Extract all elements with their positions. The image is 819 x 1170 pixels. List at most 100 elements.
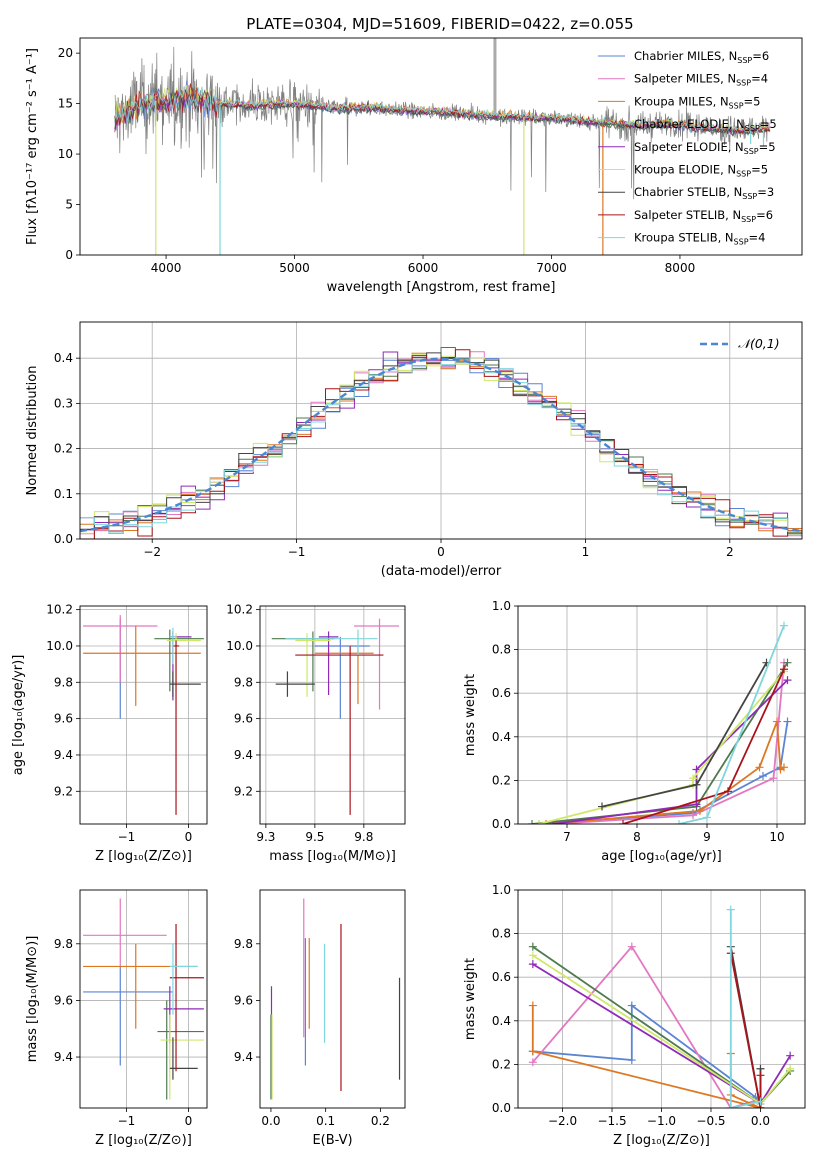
weight-marker <box>783 658 792 667</box>
tick-label-y: 9.4 <box>54 748 73 762</box>
tick-label-y: 0 <box>65 248 73 262</box>
tick-label-y: 20 <box>58 46 73 60</box>
weight-marker <box>783 717 792 726</box>
legend-entry: Salpeter MILES, NSSP=4 <box>634 72 768 88</box>
tick-label-x: 1 <box>582 545 590 559</box>
tick-label-y: 1.0 <box>492 883 511 897</box>
tick-label-x: 4000 <box>151 261 182 275</box>
weight-marker <box>528 951 537 960</box>
tick-label-y: 9.4 <box>54 1050 73 1064</box>
weight-marker <box>528 960 537 969</box>
legend-entry: Kroupa ELODIE, NSSP=5 <box>634 163 768 179</box>
weight-marker <box>598 802 606 811</box>
tick-label-x: 6000 <box>408 261 439 275</box>
weight-marker <box>528 942 537 951</box>
axes-frame <box>259 605 406 825</box>
tick-label-y: 9.6 <box>54 712 73 726</box>
tick-label-x: 10 <box>769 830 784 844</box>
tick-label-x: 9.3 <box>256 830 275 844</box>
figure-title: PLATE=0304, MJD=51609, FIBERID=0422, z=0… <box>246 15 633 33</box>
y-axis-label: mass weight <box>463 674 478 756</box>
tick-label-y: 5 <box>65 198 73 212</box>
plot-area-age_vs_Z <box>83 615 204 815</box>
tick-label-x: 0 <box>437 545 445 559</box>
weight-marker <box>692 765 701 774</box>
plot-area-residuals <box>80 347 802 539</box>
tick-label-y: 0.4 <box>492 1014 511 1028</box>
tick-label-x: 2 <box>726 545 734 559</box>
tick-label-y: 9.4 <box>234 748 253 762</box>
tick-label-x: 0.0 <box>751 1114 770 1128</box>
tick-label-y: 0.2 <box>492 773 511 787</box>
tick-label-y: 9.8 <box>234 675 253 689</box>
axes-frame <box>79 605 208 825</box>
legend-entry: Salpeter ELODIE, NSSP=5 <box>634 140 776 156</box>
tick-label-y: 10.2 <box>46 603 73 617</box>
axes-age_vs_Z: −1 0 9.2 9.4 9.6 9.8 10.0 10.2 Z [log₁₀(Z/Z⊙)] ag… <box>11 603 208 864</box>
weight-line-1 <box>552 662 785 824</box>
axes-age_vs_mass: 9.3 9.5 9.8 9.2 9.4 9.6 9.8 10.0 10.2 mass [log₁₀… <box>226 603 406 864</box>
tick-label-x: 8000 <box>665 261 696 275</box>
weight-marker <box>780 665 788 674</box>
histogram-6 <box>80 352 802 534</box>
tick-label-x: −1 <box>118 830 136 844</box>
weight-marker <box>689 774 697 783</box>
axes-weight_vs_age: 7 8 9 10 0.0 0.2 0.4 0.6 0.8 1.0 age [log₁₀(age/yr… <box>463 599 806 864</box>
weight-marker <box>528 1047 537 1056</box>
tick-label-x: 0 <box>185 1114 193 1128</box>
tick-label-y: 0.0 <box>492 817 511 831</box>
legend-entry: Chabrier STELIB, NSSP=3 <box>634 185 774 201</box>
normal-curve <box>80 357 802 533</box>
legend-entry: Chabrier MILES, NSSP=6 <box>634 49 769 65</box>
axes-frame <box>79 321 803 540</box>
plot-area-weight_vs_age <box>528 621 792 824</box>
legend-entry: 𝒩(0,1) <box>738 336 780 351</box>
y-axis-label: age [log₁₀(age/yr)] <box>11 655 26 776</box>
weight-marker <box>786 1064 795 1073</box>
weight-marker <box>689 811 697 820</box>
tick-label-y: 9.6 <box>234 712 253 726</box>
tick-label-x: 9.8 <box>354 830 373 844</box>
model-spectrum-8 <box>114 86 771 132</box>
x-axis-label: wavelength [Angstrom, rest frame] <box>327 280 556 295</box>
weight-marker <box>726 905 735 914</box>
tick-label-y: 0.4 <box>492 730 511 744</box>
tick-label-x: 0.1 <box>316 1114 335 1128</box>
legend-entry: Kroupa MILES, NSSP=5 <box>634 94 760 110</box>
tick-label-y: 0.1 <box>54 487 73 501</box>
y-axis-label: mass [log₁₀(M/M⊙)] <box>25 936 40 1063</box>
tick-label-x: 7000 <box>536 261 567 275</box>
tick-label-x: −2.0 <box>548 1114 577 1128</box>
plot-area-weight_vs_Z <box>528 905 795 1108</box>
weight-line-4 <box>552 679 789 824</box>
tick-label-y: 15 <box>58 97 73 111</box>
tick-label-y: 0.2 <box>54 442 73 456</box>
tick-label-x: 5000 <box>279 261 310 275</box>
weight-marker <box>769 774 778 783</box>
plot-area-spectrum <box>114 38 771 255</box>
weight-marker <box>692 780 701 789</box>
weight-marker <box>780 621 788 630</box>
weight-marker <box>726 1104 735 1108</box>
tick-label-y: 0.6 <box>492 686 511 700</box>
axes-residuals: −2 −1 0 1 2 0.0 0.1 0.2 0.3 0.4 (data-model)/error… <box>25 321 803 579</box>
tick-label-x: −1.5 <box>597 1114 626 1128</box>
tick-label-x: −2 <box>143 545 161 559</box>
weight-marker <box>786 1051 795 1060</box>
weight-line-7 <box>622 668 785 824</box>
weight-marker <box>619 820 627 824</box>
weight-marker <box>756 1071 765 1080</box>
axes-frame <box>517 889 806 1109</box>
weight-marker <box>780 763 788 772</box>
model-spectrum-6 <box>114 87 771 137</box>
histogram-8 <box>80 357 802 534</box>
tick-label-y: 9.8 <box>54 675 73 689</box>
axes-spectrum: 4000 5000 6000 7000 8000 0 5 10 15 20 wavelength [… <box>25 37 803 295</box>
tick-label-x: 8 <box>633 830 641 844</box>
axes-frame <box>517 605 806 825</box>
weight-line-8 <box>729 909 761 1108</box>
tick-label-y: 0.0 <box>492 1101 511 1115</box>
x-axis-label: E(B-V) <box>312 1133 352 1148</box>
histogram-3 <box>80 347 802 539</box>
